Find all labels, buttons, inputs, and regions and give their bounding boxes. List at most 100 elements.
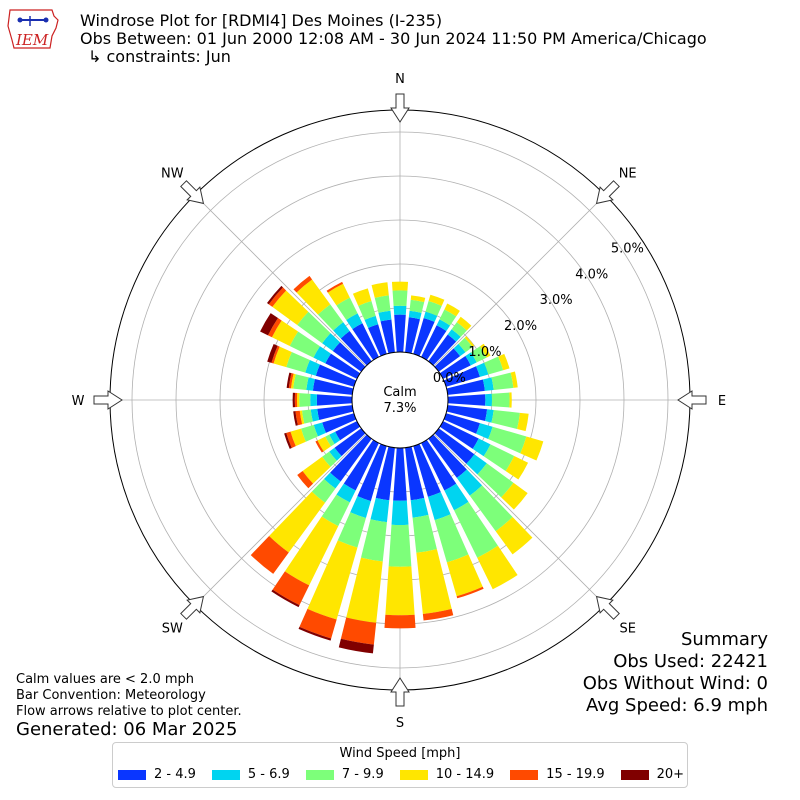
windrose-bar-segment bbox=[484, 356, 504, 375]
legend-label: 2 - 4.9 bbox=[154, 767, 196, 782]
flow-arrow-icon bbox=[677, 390, 707, 410]
windrose-bar-segment bbox=[293, 275, 313, 293]
windrose-bar-segment bbox=[288, 373, 294, 389]
windrose-bar-segment bbox=[315, 440, 324, 453]
windrose-bar-segment bbox=[501, 482, 528, 510]
direction-label: NE bbox=[619, 166, 637, 181]
chart-subtitle: Obs Between: 01 Jun 2000 12:08 AM - 30 J… bbox=[80, 29, 707, 48]
windrose-bar-segment bbox=[322, 333, 341, 351]
windrose-bar-segment bbox=[343, 439, 379, 491]
radial-tick-label: 5.0% bbox=[611, 241, 644, 256]
windrose-bar-segment bbox=[405, 446, 425, 501]
flow-arrow-icon bbox=[93, 390, 123, 410]
windrose-bar-segment bbox=[447, 394, 486, 406]
windrose-bar-segment bbox=[371, 282, 389, 298]
windrose-bar-segment bbox=[325, 353, 361, 379]
windrose-bar-segment bbox=[482, 377, 494, 391]
windrose-bar-segment bbox=[295, 410, 303, 426]
legend-item: 7 - 9.9 bbox=[305, 767, 384, 782]
windrose-bar-segment bbox=[338, 638, 374, 654]
windrose-bar-segment bbox=[272, 290, 309, 326]
windrose-bar-segment bbox=[352, 323, 379, 361]
legend-item: 5 - 6.9 bbox=[211, 767, 290, 782]
windrose-bar-segment bbox=[476, 362, 489, 377]
windrose-bar-segment bbox=[297, 392, 300, 408]
windrose-bar-segment bbox=[380, 319, 395, 354]
summary-obs-used: Obs Used: 22421 bbox=[613, 651, 768, 672]
windrose-bar-segment bbox=[505, 455, 529, 480]
windrose-bar-segment bbox=[428, 434, 467, 478]
windrose-bar-segment bbox=[421, 439, 457, 491]
windrose-bar-segment bbox=[310, 393, 317, 407]
flow-arrow-icon bbox=[180, 595, 205, 620]
windrose-bar-segment bbox=[336, 297, 358, 320]
windrose-bar-segment bbox=[340, 330, 372, 366]
windrose-bar-segment bbox=[488, 426, 527, 454]
windrose-bar-segment bbox=[485, 393, 493, 407]
windrose-bar-segment bbox=[428, 334, 457, 366]
windrose-bar-segment bbox=[357, 443, 387, 502]
windrose-bar-segment bbox=[517, 412, 529, 432]
direction-label: S bbox=[396, 716, 404, 731]
windrose-bar-segment bbox=[476, 423, 493, 440]
radial-tick-label: 3.0% bbox=[540, 293, 573, 308]
windrose-bar-segment bbox=[284, 432, 292, 449]
direction-label: NW bbox=[161, 166, 184, 181]
windrose-bar-segment bbox=[446, 405, 488, 422]
windrose-bar-segment bbox=[443, 413, 480, 434]
windrose-bar-segment bbox=[413, 443, 441, 497]
windrose-bar-segment bbox=[326, 281, 344, 293]
windrose-bar-segment bbox=[477, 545, 518, 590]
windrose-bar-segment bbox=[325, 434, 335, 447]
windrose-bar-segment bbox=[447, 329, 461, 342]
windrose-bar-segment bbox=[297, 311, 331, 344]
grid-spoke bbox=[194, 194, 367, 367]
windrose-bar-segment bbox=[443, 366, 480, 387]
windrose-bar-segment bbox=[456, 469, 483, 496]
windrose-bar-segment bbox=[413, 317, 435, 357]
windrose-bar-segment bbox=[370, 497, 390, 523]
windrose-bar-segment bbox=[491, 392, 510, 408]
windrose-bar-segment bbox=[384, 614, 416, 629]
windrose-bar-segment bbox=[271, 320, 299, 346]
windrose-bar-segment bbox=[312, 378, 354, 395]
calm-label: Calm bbox=[383, 385, 416, 400]
windrose-bar-segment bbox=[268, 287, 287, 307]
windrose-bar-segment bbox=[425, 301, 442, 316]
windrose-bar-segment bbox=[307, 540, 358, 620]
windrose-bar-segment bbox=[336, 483, 356, 503]
calm-definition: Calm values are < 2.0 mph bbox=[16, 672, 195, 687]
windrose-bar-segment bbox=[491, 410, 520, 429]
grid-spoke bbox=[433, 194, 606, 367]
legend-label: 20+ bbox=[656, 767, 685, 782]
legend-swatch bbox=[399, 769, 428, 780]
windrose-bar-segment bbox=[439, 421, 479, 449]
summary-avg-speed: Avg Speed: 6.9 mph bbox=[586, 695, 768, 716]
windrose-bar-segment bbox=[391, 281, 409, 291]
windrose-bar-segment bbox=[324, 472, 341, 489]
windrose-bar-segment bbox=[332, 342, 366, 372]
flow-arrow-icon bbox=[390, 677, 410, 707]
windrose-bar-segment bbox=[267, 344, 278, 363]
windrose-bar-segment bbox=[330, 434, 372, 482]
direction-label: W bbox=[72, 394, 85, 409]
windrose-bar-segment bbox=[269, 491, 326, 553]
flow-arrow-icon bbox=[180, 180, 205, 205]
windrose-bar-segment bbox=[470, 346, 487, 363]
radial-tick-label: 0.0% bbox=[433, 371, 466, 386]
windrose-bar-segment bbox=[410, 497, 429, 518]
legend-label: 15 - 19.9 bbox=[546, 767, 605, 782]
windrose-bar-segment bbox=[368, 324, 387, 357]
windrose-bar-segment bbox=[422, 608, 454, 621]
windrose-bar-segment bbox=[296, 279, 331, 315]
windrose-bar-segment bbox=[305, 360, 320, 376]
windrose-bar-segment bbox=[491, 372, 514, 390]
windrose-bar-segment bbox=[378, 310, 392, 322]
windrose-bar-segment bbox=[458, 337, 473, 353]
windrose-bar-segment bbox=[306, 377, 315, 391]
windrose-bar-segment bbox=[364, 315, 379, 328]
windrose-bar-segment bbox=[510, 371, 518, 388]
windrose-bar-segment bbox=[416, 549, 452, 614]
windrose-bar-segment bbox=[394, 314, 406, 353]
windrose-bar-segment bbox=[428, 294, 445, 306]
